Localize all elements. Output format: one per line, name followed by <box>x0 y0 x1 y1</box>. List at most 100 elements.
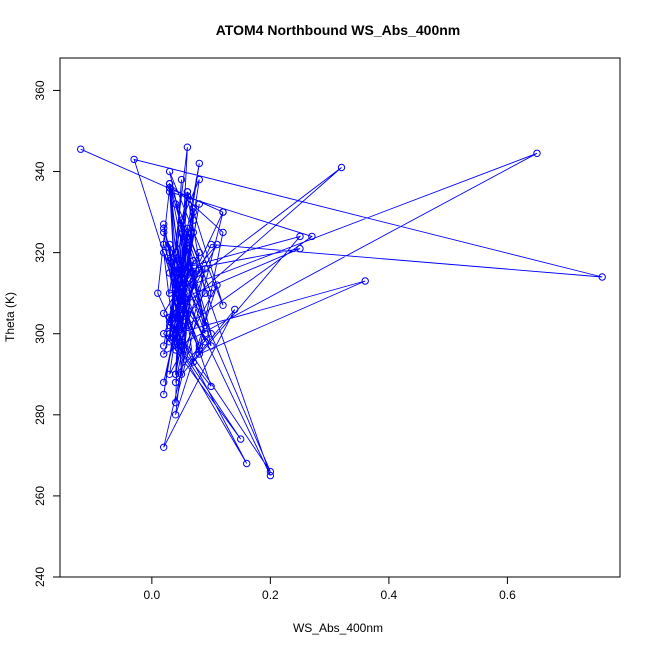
x-tick-label: 0.0 <box>144 588 161 602</box>
y-tick-label: 320 <box>33 242 47 262</box>
data-point <box>160 443 168 451</box>
data-point <box>171 200 180 208</box>
data-point <box>213 240 221 249</box>
data-point <box>243 459 251 468</box>
y-axis-label: Theta (K) <box>3 292 17 342</box>
data-point <box>231 305 239 314</box>
data-point <box>195 200 204 208</box>
data-point <box>361 277 369 285</box>
data-point <box>177 289 186 297</box>
data-point <box>219 208 227 216</box>
data-point <box>195 248 204 257</box>
data-point <box>171 330 180 338</box>
data-point <box>177 321 186 330</box>
series-line <box>80 147 603 476</box>
data-point <box>207 330 215 338</box>
data-point <box>177 370 186 378</box>
data-point <box>213 281 221 289</box>
data-point <box>201 321 209 330</box>
data-point <box>160 390 168 399</box>
data-point <box>165 313 174 322</box>
data-point <box>183 192 192 200</box>
data-point <box>171 378 180 387</box>
data-point <box>189 358 198 366</box>
chart-title: ATOM4 Northbound WS_Abs_400nm <box>216 22 461 38</box>
data-point <box>171 411 180 419</box>
data-point <box>195 265 204 273</box>
data-point <box>177 216 186 224</box>
data-point <box>171 370 180 378</box>
data-point <box>177 301 186 309</box>
data-point <box>189 204 198 212</box>
data-point <box>266 467 275 476</box>
data-point <box>183 244 192 253</box>
data-point <box>165 269 174 277</box>
data-point <box>177 305 186 314</box>
data-point <box>183 321 192 330</box>
data-point <box>177 297 186 305</box>
data-point <box>207 240 215 249</box>
data-point <box>296 244 304 253</box>
data-point <box>189 281 198 289</box>
x-axis: 0.0 0.2 0.4 0.6 <box>144 576 516 602</box>
data-point <box>337 163 346 172</box>
x-tick-label: 0.6 <box>499 588 516 602</box>
data-point <box>189 208 198 216</box>
data-point <box>160 228 168 237</box>
data-point <box>177 309 186 318</box>
data-point <box>165 167 174 176</box>
data-point <box>189 257 198 265</box>
data-point <box>177 285 186 293</box>
data-point <box>183 228 192 237</box>
data-point <box>154 289 162 297</box>
data-point <box>195 342 204 350</box>
data-point <box>160 350 168 358</box>
data-point <box>171 281 180 289</box>
data-point <box>165 257 174 265</box>
data-point <box>171 346 180 354</box>
data-point <box>183 143 192 151</box>
data-point <box>171 309 180 318</box>
data-point <box>219 228 227 237</box>
data-point <box>598 273 606 281</box>
data-point <box>171 297 180 305</box>
data-point <box>130 155 138 164</box>
data-point <box>183 224 192 233</box>
data-point <box>177 330 186 338</box>
data-point <box>165 321 174 330</box>
data-point <box>177 346 186 354</box>
data-point <box>165 248 174 257</box>
data-point <box>266 471 275 480</box>
data-point <box>237 435 245 443</box>
y-tick-label: 360 <box>33 80 47 100</box>
data-point <box>195 346 204 354</box>
data-point <box>165 317 174 326</box>
y-axis: 240 260 280 300 320 340 360 <box>33 80 60 587</box>
x-tick-label: 0.2 <box>262 588 279 602</box>
data-point <box>160 309 168 318</box>
data-point <box>195 350 204 358</box>
data-point <box>201 265 209 273</box>
y-tick-label: 280 <box>33 404 47 424</box>
data-point <box>183 269 192 277</box>
data-point <box>219 301 227 309</box>
data-point <box>177 338 186 346</box>
data-point <box>177 265 186 273</box>
data-point <box>165 180 174 188</box>
data-point <box>195 175 204 184</box>
data-point <box>201 338 209 346</box>
data-point <box>77 145 85 153</box>
plot-frame <box>59 57 621 578</box>
data-point <box>533 149 541 158</box>
data-point <box>177 175 186 184</box>
data-point <box>183 309 192 318</box>
data-point <box>183 346 192 354</box>
y-tick-label: 260 <box>33 486 47 506</box>
data-point <box>308 232 316 241</box>
data-point <box>171 398 180 407</box>
data-point <box>183 188 192 196</box>
data-point <box>195 159 204 168</box>
y-tick-label: 340 <box>33 161 47 181</box>
data-point <box>171 338 180 346</box>
